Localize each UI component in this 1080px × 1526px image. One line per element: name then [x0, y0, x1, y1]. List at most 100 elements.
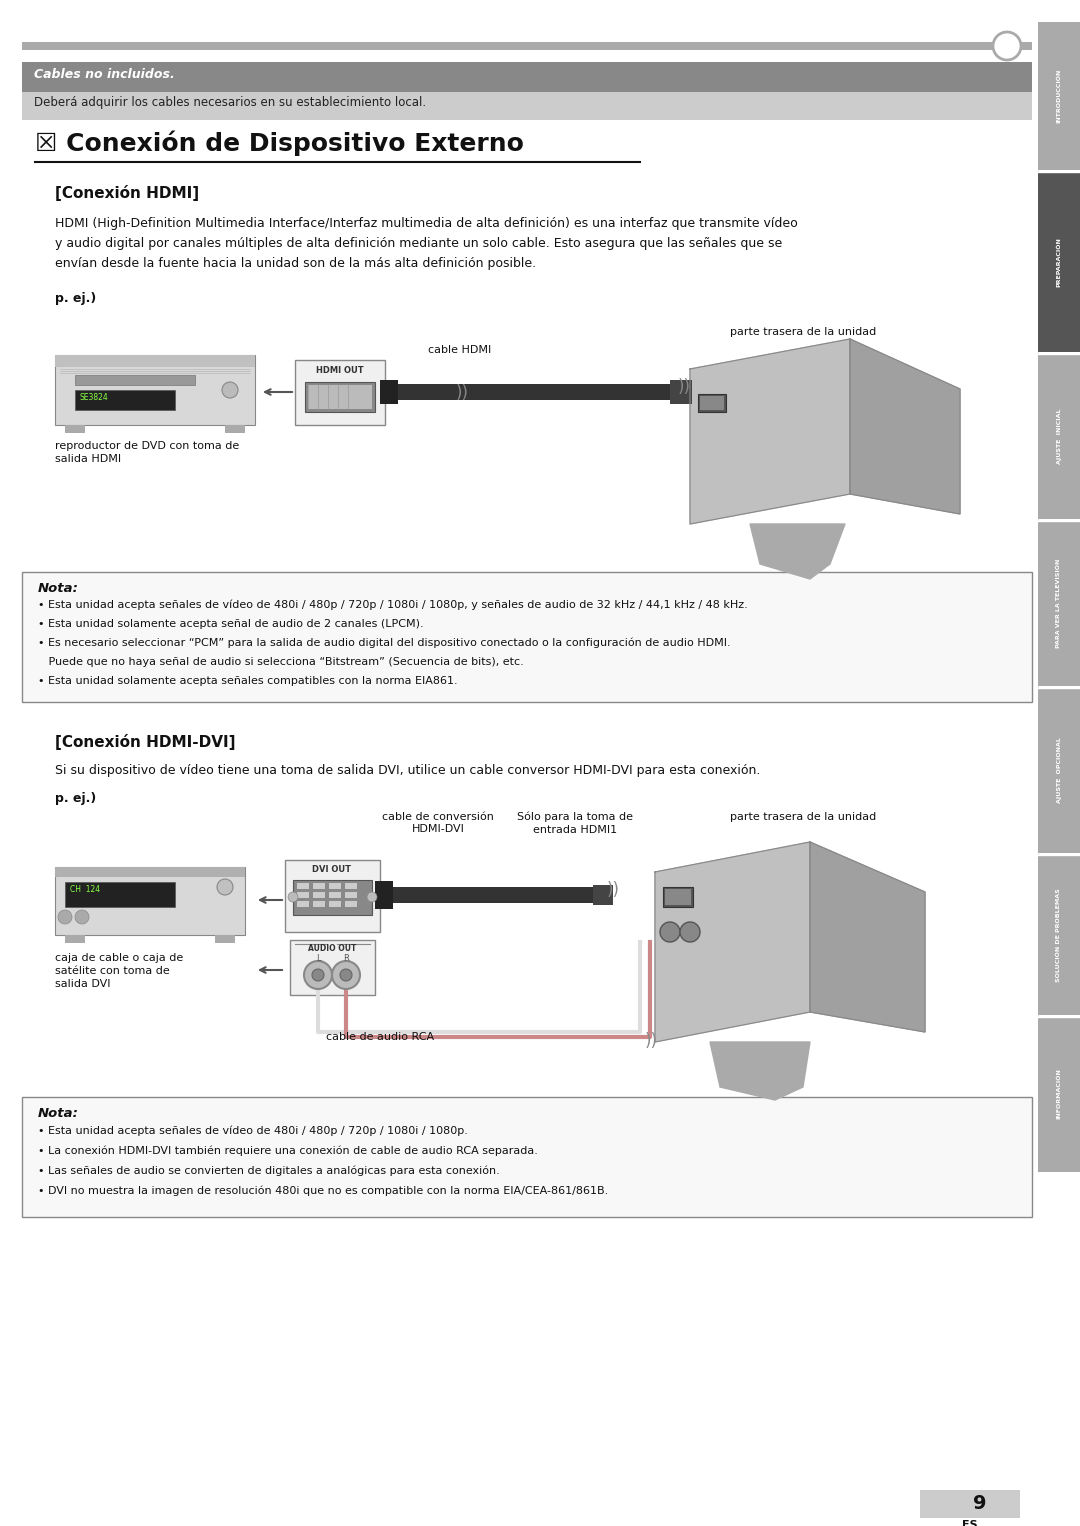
- Text: HDMI (High-Definition Multimedia Interface/Interfaz multimedia de alta definició: HDMI (High-Definition Multimedia Interfa…: [55, 217, 798, 230]
- Text: )): )): [607, 881, 620, 899]
- Bar: [663, 887, 693, 906]
- Bar: [65, 426, 85, 433]
- Bar: [1038, 855, 1080, 1015]
- Text: CH  124: CH 124: [70, 885, 100, 894]
- Text: • DVI no muestra la imagen de resolución 480i que no es compatible con la norma : • DVI no muestra la imagen de resolución…: [38, 1186, 608, 1195]
- Bar: [345, 900, 357, 906]
- Circle shape: [288, 893, 298, 902]
- Text: Nota:: Nota:: [38, 1106, 79, 1120]
- Bar: [22, 572, 1032, 702]
- Bar: [22, 92, 1032, 121]
- Text: Cables no incluidos.: Cables no incluidos.: [33, 69, 175, 81]
- Text: ☒ Conexión de Dispositivo Externo: ☒ Conexión de Dispositivo Externo: [35, 130, 524, 156]
- Text: R: R: [343, 954, 349, 963]
- Bar: [380, 887, 605, 903]
- Text: • Esta unidad acepta señales de vídeo de 480i / 480p / 720p / 1080i / 1080p.: • Esta unidad acepta señales de vídeo de…: [38, 1125, 468, 1135]
- Bar: [1038, 172, 1080, 353]
- Text: )): )): [645, 1032, 658, 1050]
- Bar: [329, 884, 341, 890]
- Text: cable de conversión
HDMI-DVI: cable de conversión HDMI-DVI: [382, 812, 494, 835]
- Text: PREPARACIÓN: PREPARACIÓN: [1056, 237, 1062, 287]
- Bar: [665, 890, 691, 905]
- Bar: [670, 380, 692, 404]
- Text: Sólo para la toma de
entrada HDMI1: Sólo para la toma de entrada HDMI1: [517, 812, 633, 835]
- Bar: [55, 356, 255, 366]
- Text: )): )): [456, 385, 469, 401]
- Bar: [698, 394, 726, 412]
- Bar: [313, 900, 325, 906]
- Bar: [313, 893, 325, 897]
- Bar: [1038, 21, 1080, 169]
- Bar: [285, 861, 380, 932]
- Bar: [305, 382, 375, 412]
- Text: INTRODUCCIÓN: INTRODUCCIÓN: [1056, 69, 1062, 124]
- Bar: [345, 884, 357, 890]
- Text: y audio digital por canales múltiples de alta definición mediante un solo cable.: y audio digital por canales múltiples de…: [55, 237, 782, 250]
- Bar: [291, 940, 375, 995]
- Bar: [55, 867, 245, 935]
- Bar: [384, 385, 680, 400]
- Text: envían desde la fuente hacia la unidad son de la más alta definición posible.: envían desde la fuente hacia la unidad s…: [55, 256, 536, 270]
- Circle shape: [58, 909, 72, 925]
- Bar: [297, 893, 309, 897]
- Text: • Las señales de audio se convierten de digitales a analógicas para esta conexió: • Las señales de audio se convierten de …: [38, 1164, 500, 1175]
- Text: AUDIO OUT: AUDIO OUT: [308, 945, 356, 954]
- Text: parte trasera de la unidad: parte trasera de la unidad: [730, 812, 876, 823]
- Text: [Conexión HDMI]: [Conexión HDMI]: [55, 185, 199, 201]
- Text: INFORMACIÓN: INFORMACIÓN: [1056, 1068, 1062, 1120]
- Circle shape: [222, 382, 238, 398]
- Text: reproductor de DVD con toma de
salida HDMI: reproductor de DVD con toma de salida HD…: [55, 441, 240, 464]
- Polygon shape: [810, 842, 924, 1032]
- Circle shape: [312, 969, 324, 981]
- Text: Nota:: Nota:: [38, 581, 79, 595]
- Text: PARA VER LA TELEVISIÓN: PARA VER LA TELEVISIÓN: [1056, 559, 1062, 647]
- Bar: [297, 900, 309, 906]
- Text: 9: 9: [973, 1494, 987, 1512]
- Text: • Esta unidad solamente acepta señal de audio de 2 canales (LPCM).: • Esta unidad solamente acepta señal de …: [38, 620, 423, 629]
- Bar: [1038, 1016, 1080, 1172]
- Text: p. ej.): p. ej.): [55, 792, 96, 806]
- Polygon shape: [654, 842, 810, 1042]
- Bar: [293, 881, 372, 916]
- Circle shape: [340, 969, 352, 981]
- Bar: [215, 935, 235, 943]
- Text: cable HDMI: cable HDMI: [429, 345, 491, 356]
- Text: SE3824: SE3824: [80, 394, 109, 401]
- Text: • Esta unidad solamente acepta señales compatibles con la norma EIA861.: • Esta unidad solamente acepta señales c…: [38, 676, 458, 687]
- Circle shape: [217, 879, 233, 896]
- Circle shape: [332, 961, 360, 989]
- Bar: [55, 867, 245, 877]
- Bar: [700, 397, 724, 410]
- Bar: [225, 426, 245, 433]
- Polygon shape: [850, 339, 960, 514]
- Text: ES: ES: [962, 1520, 977, 1526]
- Circle shape: [367, 893, 377, 902]
- Bar: [380, 380, 399, 404]
- Circle shape: [680, 922, 700, 942]
- Bar: [1038, 520, 1080, 687]
- Text: • Esta unidad acepta señales de vídeo de 480i / 480p / 720p / 1080i / 1080p, y s: • Esta unidad acepta señales de vídeo de…: [38, 600, 747, 610]
- Bar: [593, 885, 613, 905]
- Text: • La conexión HDMI-DVI también requiere una conexión de cable de audio RCA separ: • La conexión HDMI-DVI también requiere …: [38, 1144, 538, 1155]
- Bar: [22, 63, 1032, 92]
- Bar: [1038, 688, 1080, 853]
- Text: AJUSTE  OPCIONAL: AJUSTE OPCIONAL: [1056, 737, 1062, 803]
- Bar: [65, 935, 85, 943]
- Text: cable de audio RCA: cable de audio RCA: [326, 1032, 434, 1042]
- Text: HDMI OUT: HDMI OUT: [316, 366, 364, 375]
- Circle shape: [303, 961, 332, 989]
- Bar: [297, 884, 309, 890]
- Bar: [345, 893, 357, 897]
- Bar: [1038, 354, 1080, 519]
- Text: L: L: [315, 954, 321, 963]
- Bar: [75, 391, 175, 410]
- Bar: [329, 900, 341, 906]
- Polygon shape: [710, 1042, 810, 1100]
- Text: Si su dispositivo de vídeo tiene una toma de salida DVI, utilice un cable conver: Si su dispositivo de vídeo tiene una tom…: [55, 765, 760, 777]
- Bar: [329, 893, 341, 897]
- Bar: [22, 1097, 1032, 1218]
- Bar: [295, 360, 384, 426]
- Text: p. ej.): p. ej.): [55, 291, 96, 305]
- Text: Puede que no haya señal de audio si selecciona “Bitstream” (Secuencia de bits), : Puede que no haya señal de audio si sele…: [38, 658, 524, 667]
- Text: caja de cable o caja de
satélite con toma de
salida DVI: caja de cable o caja de satélite con tom…: [55, 954, 184, 989]
